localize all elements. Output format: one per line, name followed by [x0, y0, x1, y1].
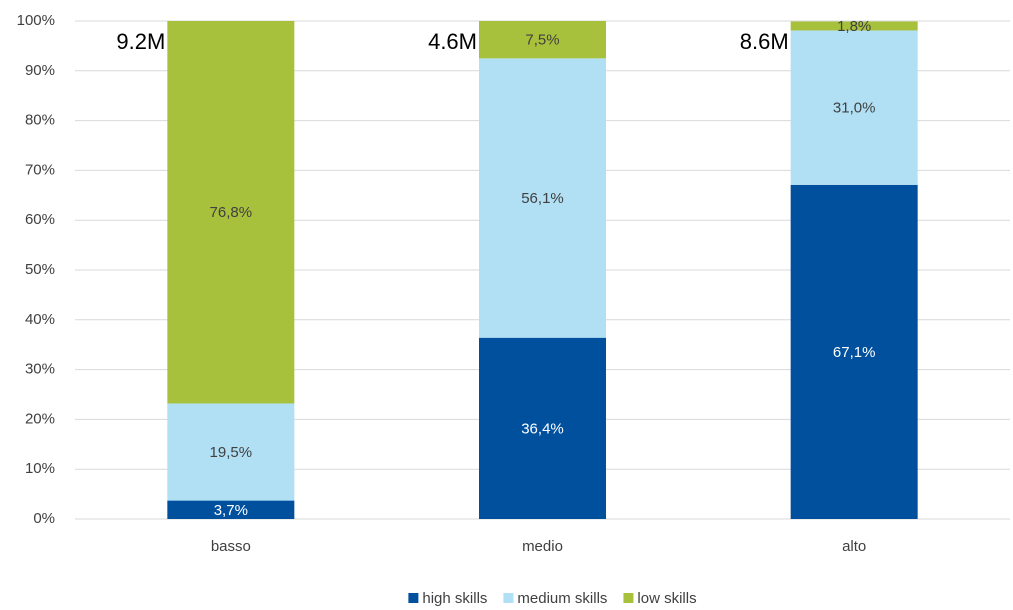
legend-swatch [408, 593, 419, 603]
y-tick-label: 10% [25, 460, 55, 477]
bar-segment [479, 337, 606, 519]
y-tick-label: 90% [25, 62, 55, 79]
bar-segment [790, 21, 918, 31]
x-tick-label: alto [842, 538, 866, 555]
data-label: 76,8% [210, 204, 253, 221]
annotation: 8.6M [740, 29, 789, 54]
bar-segment [790, 30, 918, 185]
legend-label: medium skills [517, 590, 607, 607]
y-tick-label: 70% [25, 161, 55, 178]
legend-label: high skills [422, 590, 487, 607]
bar-segment [167, 21, 295, 404]
bar-segment [790, 184, 918, 520]
y-tick-label: 50% [25, 261, 55, 278]
data-label: 31,0% [833, 100, 876, 117]
y-tick-label: 0% [33, 510, 55, 527]
bar-segment [479, 21, 606, 59]
data-label: 1,8% [837, 18, 871, 35]
x-tick-label: basso [211, 538, 251, 555]
y-tick-label: 30% [25, 361, 55, 378]
legend-label: low skills [637, 590, 696, 607]
data-label: 7,5% [525, 32, 559, 49]
y-tick-label: 20% [25, 410, 55, 427]
x-tick-label: medio [522, 538, 563, 555]
legend-swatch [623, 593, 634, 603]
legend-swatch [503, 593, 514, 603]
data-label: 56,1% [521, 190, 564, 207]
y-tick-label: 40% [25, 311, 55, 328]
annotation: 9.2M [116, 29, 165, 54]
bar-segment [479, 58, 606, 338]
bar-segment [167, 500, 295, 519]
data-label: 3,7% [214, 502, 248, 519]
data-label: 67,1% [833, 344, 876, 361]
y-tick-label: 60% [25, 211, 55, 228]
y-tick-label: 100% [17, 12, 55, 29]
bar-segment [167, 403, 295, 501]
data-label: 36,4% [521, 420, 564, 437]
y-tick-label: 80% [25, 112, 55, 129]
annotation: 4.6M [428, 29, 477, 54]
data-label: 19,5% [210, 444, 253, 461]
